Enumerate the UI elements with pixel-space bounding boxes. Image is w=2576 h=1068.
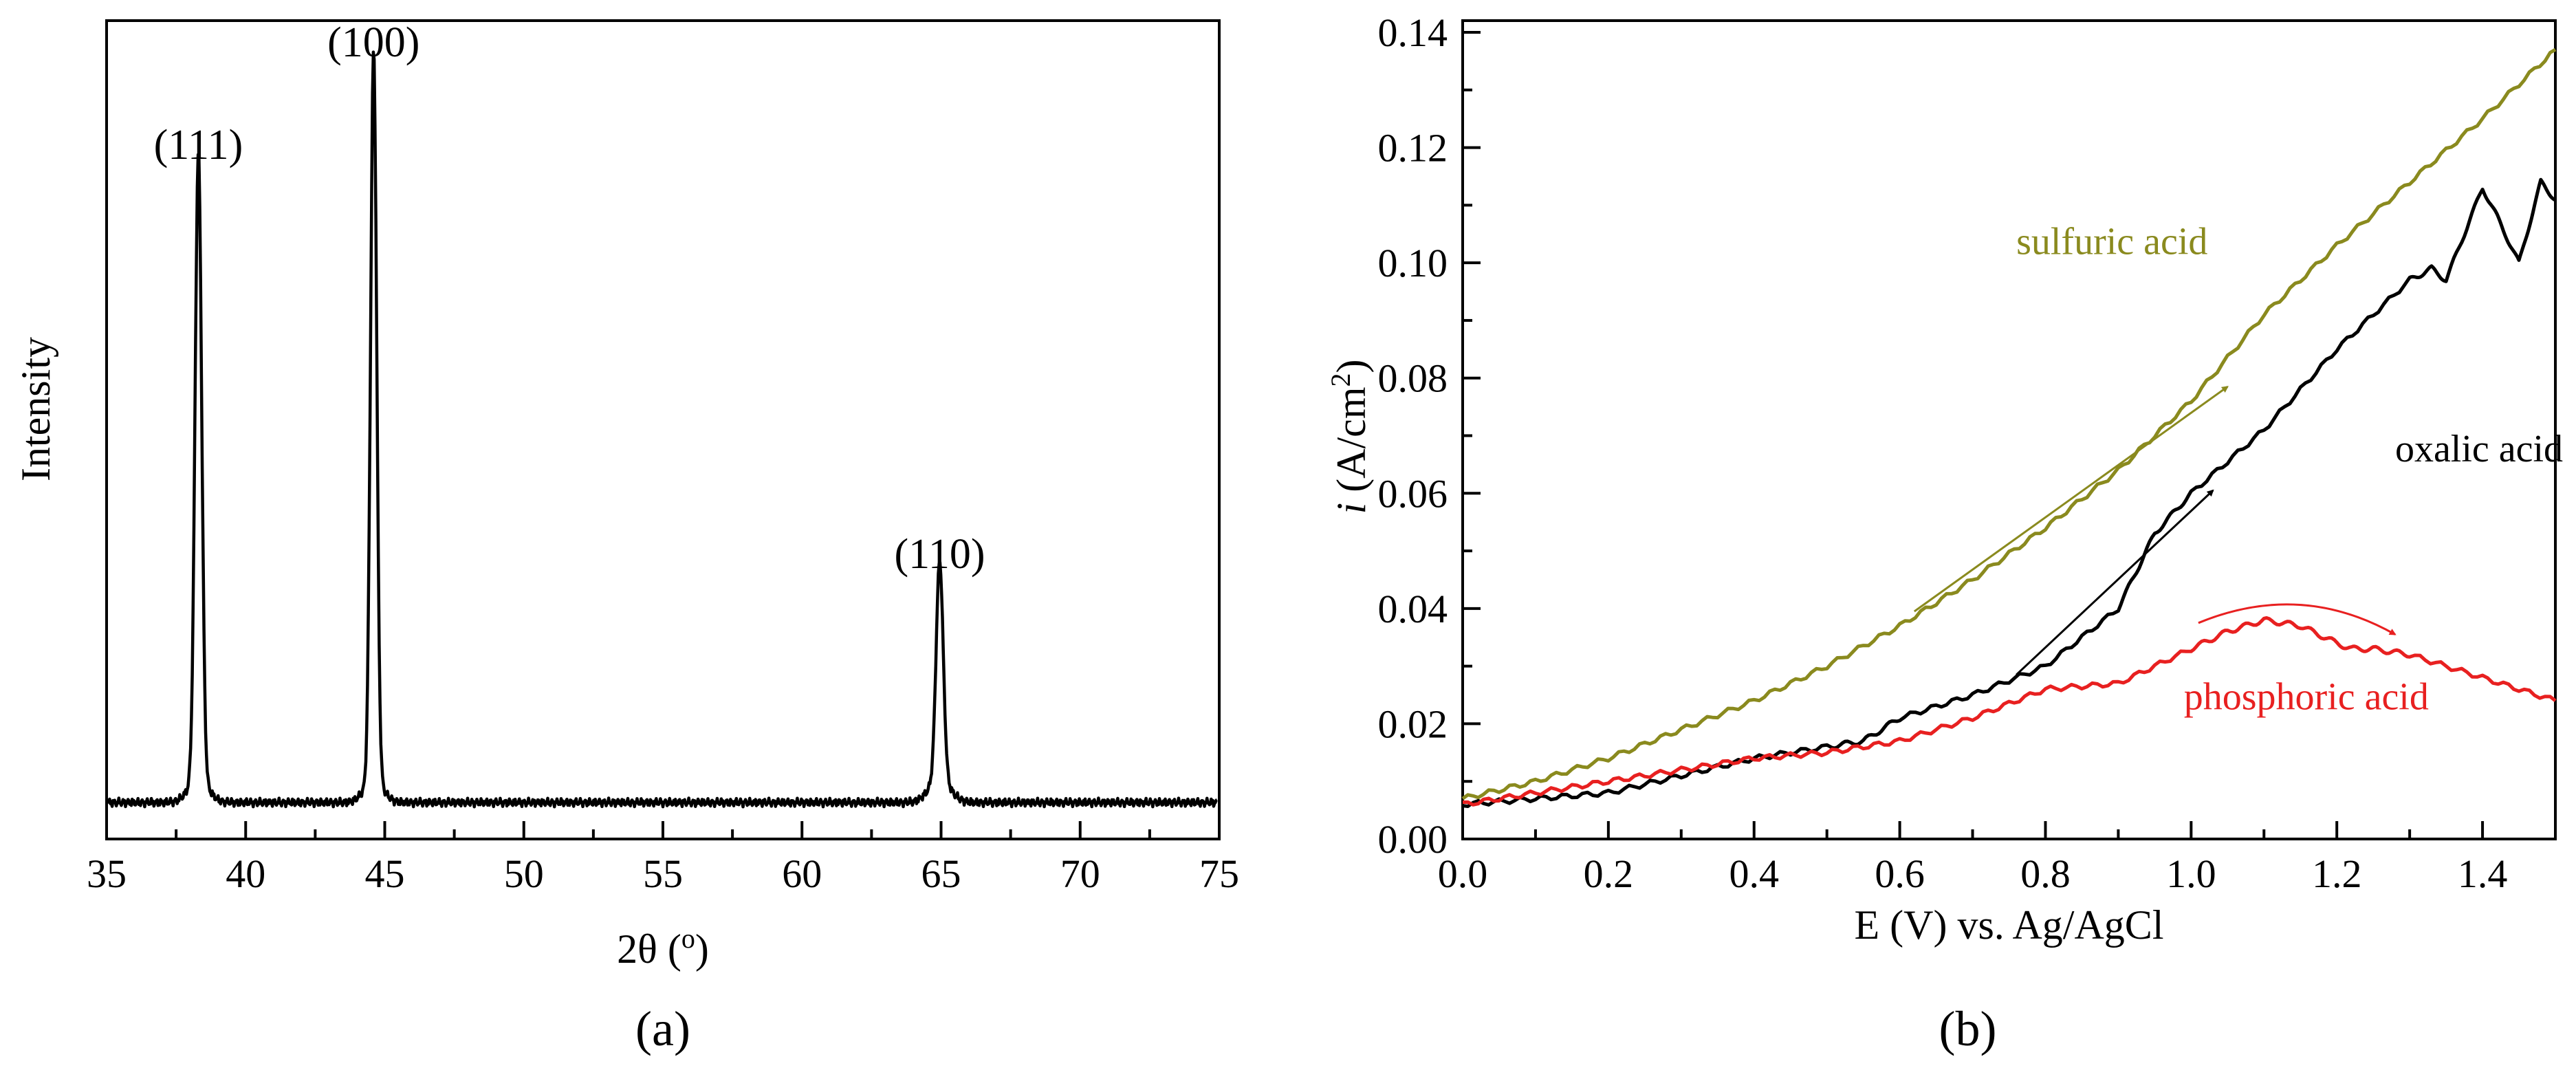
panel-a-peak-label: (110) <box>894 531 985 578</box>
panel-b-x-tick-label: 0.2 <box>1584 851 1634 896</box>
panel-b-y-tick-label: 0.04 <box>1378 587 1448 631</box>
panel-b-x-tick-label: 1.0 <box>2166 851 2216 896</box>
panel-b-annotation-phosphoric-acid: phosphoric acid <box>2184 675 2429 718</box>
panel-b-y-tick-label: 0.14 <box>1378 10 1448 55</box>
panel-b-x-tick-label: 1.2 <box>2312 851 2362 896</box>
panel-a-peak-label: (111) <box>154 122 243 168</box>
panel-a-x-tick-label: 35 <box>87 851 127 896</box>
panel-a-xrd-chart: 35 40 45 50 55 60 65 70 75 (111) (100) (110) Inten… <box>13 19 1239 1056</box>
panel-b-arrow-sulfuric-acid <box>1913 386 2229 613</box>
panel-a-x-tick-label: 70 <box>1060 851 1100 896</box>
panel-a-x-tick-label: 75 <box>1199 851 1239 896</box>
panel-b-arrow-phosphoric-acid <box>2198 603 2397 635</box>
panel-b-y-tick-label: 0.06 <box>1378 471 1448 516</box>
panel-b-plot-frame <box>1461 19 2557 840</box>
panel-a-x-tick-label: 65 <box>921 851 961 896</box>
panel-b-series-lines <box>1461 47 2557 808</box>
panel-a-x-tick-label: 40 <box>226 851 265 896</box>
panel-a-x-ticks: 35 40 45 50 55 60 65 70 75 <box>87 821 1239 896</box>
panel-b-annotation-sulfuric-acid: sulfuric acid <box>2016 221 2207 263</box>
panel-b-x-tick-label: 0.8 <box>2020 851 2071 896</box>
panel-a-y-axis-title: Intensity <box>13 337 58 481</box>
panel-b-y-tick-label: 0.02 <box>1378 701 1448 746</box>
panel-b-y-tick-label: 0.08 <box>1378 356 1448 401</box>
panel-b-direction-arrows <box>1913 386 2397 676</box>
panel-a-xrd-pattern-line <box>106 50 1218 809</box>
panel-b-current-chart: 0.0 0.2 0.4 0.6 0.8 1.0 1.2 1.4 0.000.020.040.0… <box>1325 10 2564 1056</box>
panel-a-x-tick-label: 55 <box>643 851 683 896</box>
panel-b-y-ticks: 0.00 0.02 0.04 0.06 0.08 0.10 0.12 0.14 <box>1378 10 1481 862</box>
panel-b-y-axis-title: i (A/cm2) <box>1325 360 1375 514</box>
panel-a-x-axis-title: 2θ (o) <box>617 923 709 972</box>
panel-a-label: (a) <box>635 1001 690 1056</box>
panel-b-series-line-phosphoric-acid <box>1462 616 2557 807</box>
panel-b-x-ticks: 0.0 0.2 0.4 0.6 0.8 1.0 1.2 1.4 <box>1438 821 2508 896</box>
panel-b-annotation-oxalic-acid: oxalic acid <box>2395 428 2563 470</box>
panel-b-x-tick-label: 0.4 <box>1729 851 1779 896</box>
panel-b-x-axis-title: E (V) vs. Ag/AgCl <box>1855 902 2164 948</box>
panel-a-x-tick-label: 45 <box>365 851 405 896</box>
panel-b-x-tick-label: 0.0 <box>1438 851 1488 896</box>
panel-b-series-annotations: sulfuric acid oxalic acid phosphoric acid <box>2016 221 2563 719</box>
panel-a-peak-labels: (111) (100) (110) <box>154 19 985 578</box>
panel-b-series-line-oxalic-acid <box>1462 177 2556 808</box>
panel-b-y-tick-label: 0.12 <box>1378 126 1448 171</box>
panel-b-y-tick-label: 0.00 <box>1378 817 1448 862</box>
panel-b-y-tick-label: 0.10 <box>1378 241 1448 285</box>
panel-a-x-tick-label: 60 <box>782 851 822 896</box>
panel-b-label: (b) <box>1939 1001 1997 1056</box>
panel-b-arrow-oxalic-acid <box>2016 489 2214 676</box>
panel-a-plot-frame <box>105 19 1221 840</box>
panel-b-x-tick-label: 1.4 <box>2458 851 2508 896</box>
panel-b-series-line-sulfuric-acid <box>1461 47 2557 800</box>
panel-a-peak-label: (100) <box>327 19 419 66</box>
panel-a-x-tick-label: 50 <box>504 851 544 896</box>
panel-b-x-tick-label: 0.6 <box>1875 851 1925 896</box>
